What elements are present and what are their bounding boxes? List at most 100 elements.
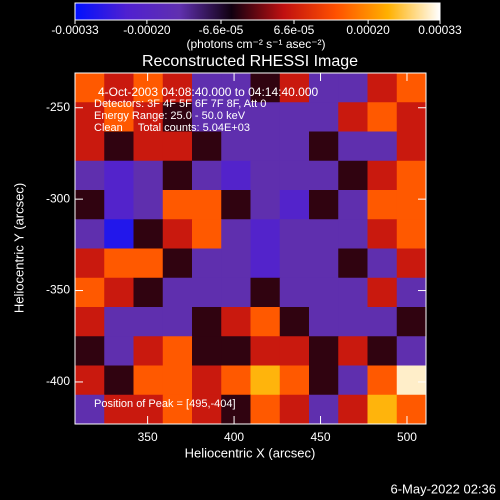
heat-cell (367, 394, 398, 425)
heat-cell (279, 394, 310, 425)
heat-cell (192, 160, 222, 191)
heat-cell (309, 190, 339, 220)
heat-cell (104, 277, 134, 308)
heat-cell (133, 336, 164, 366)
heat-cell (367, 219, 398, 249)
heat-cell (396, 307, 427, 337)
heat-cell (396, 160, 427, 191)
heat-cell (75, 248, 105, 279)
annotation: Clean Total counts: 5.04E+03 (94, 122, 250, 134)
heat-cell (338, 102, 368, 132)
heat-cell (396, 190, 427, 220)
heat-cell (162, 131, 193, 162)
heat-cell (104, 131, 134, 162)
heat-cell (250, 248, 281, 279)
heat-cell (367, 131, 398, 162)
y-tick-label: -350 (46, 283, 70, 297)
colorbar-tick-label: -0.00020 (123, 23, 171, 37)
heat-cell (309, 219, 339, 249)
heat-cell (309, 73, 339, 103)
heat-cell (192, 394, 222, 425)
heat-cell (133, 219, 164, 249)
heat-cell (250, 160, 281, 191)
heat-cell (309, 102, 339, 132)
heat-cell (221, 307, 251, 337)
colorbar-frame (74, 2, 441, 21)
x-tick-label: 500 (397, 430, 417, 444)
heat-cell (279, 160, 310, 191)
heat-cell (250, 73, 281, 103)
heat-cell (162, 277, 193, 308)
heat-cell (338, 277, 368, 308)
annotation: Energy Range: 25.0 - 50.0 keV (94, 110, 246, 122)
colorbar-tick-label: 6.6e-05 (274, 23, 315, 37)
heat-cell (133, 394, 164, 425)
heat-cell (250, 190, 281, 220)
heat-cell (162, 248, 193, 279)
heat-cell (279, 248, 310, 279)
heat-cell (338, 336, 368, 366)
heat-cell (309, 131, 339, 162)
annotation: 4-Oct-2003 04:08:40.000 to 04:14:40.000 (98, 85, 318, 99)
heat-cell (75, 394, 105, 425)
heat-cell (104, 394, 134, 425)
heat-cell (250, 219, 281, 249)
x-tick-label: 450 (311, 430, 331, 444)
heatmap (75, 73, 427, 425)
heat-cell (104, 365, 134, 396)
heat-cell (192, 248, 222, 279)
heat-cell (279, 277, 310, 308)
heat-cell (192, 102, 222, 132)
colorbar (75, 3, 440, 20)
heat-cell (162, 73, 193, 103)
heat-cell (250, 102, 281, 132)
heat-cell (221, 336, 251, 366)
heat-cell (367, 190, 398, 220)
heat-cell (192, 190, 222, 220)
heat-cell (75, 190, 105, 220)
heat-cell (279, 365, 310, 396)
heat-cell (396, 219, 427, 249)
heat-cell (279, 190, 310, 220)
heat-cell (104, 73, 134, 103)
heat-cell (162, 307, 193, 337)
heat-cell (104, 307, 134, 337)
heat-cell (192, 307, 222, 337)
heat-cell (192, 277, 222, 308)
y-tick-label: -400 (46, 374, 70, 388)
heat-cell (250, 365, 281, 396)
heat-cell (162, 219, 193, 249)
heat-cell (192, 336, 222, 366)
heat-cell (133, 307, 164, 337)
heat-cell (367, 336, 398, 366)
heat-cell (221, 160, 251, 191)
chart-title: Reconstructed RHESSI Image (142, 53, 358, 70)
heat-cell (338, 248, 368, 279)
heat-cell (367, 102, 398, 132)
heat-cell (279, 102, 310, 132)
y-tick-label: -300 (46, 191, 70, 205)
heat-cell (338, 73, 368, 103)
heat-cell (162, 394, 193, 425)
heat-cell (192, 219, 222, 249)
heat-cell (133, 365, 164, 396)
heat-cell (162, 160, 193, 191)
heat-cell (250, 394, 281, 425)
heat-cell (309, 277, 339, 308)
heat-cell (162, 190, 193, 220)
y-axis-label: Heliocentric Y (arcsec) (11, 183, 26, 313)
heat-cell (309, 248, 339, 279)
heat-cell (104, 160, 134, 191)
heat-cell (75, 277, 105, 308)
heat-cell (338, 160, 368, 191)
annotation: Detectors: 3F 4F 5F 6F 7F 8F, Att 0 (94, 98, 266, 110)
heat-cell (396, 336, 427, 366)
heat-cell (279, 219, 310, 249)
heat-cell (75, 160, 105, 191)
heat-cell (221, 190, 251, 220)
heat-cell (221, 394, 251, 425)
heat-cell (338, 394, 368, 425)
heat-cell (367, 73, 398, 103)
heat-cell (309, 365, 339, 396)
heat-cell (133, 160, 164, 191)
